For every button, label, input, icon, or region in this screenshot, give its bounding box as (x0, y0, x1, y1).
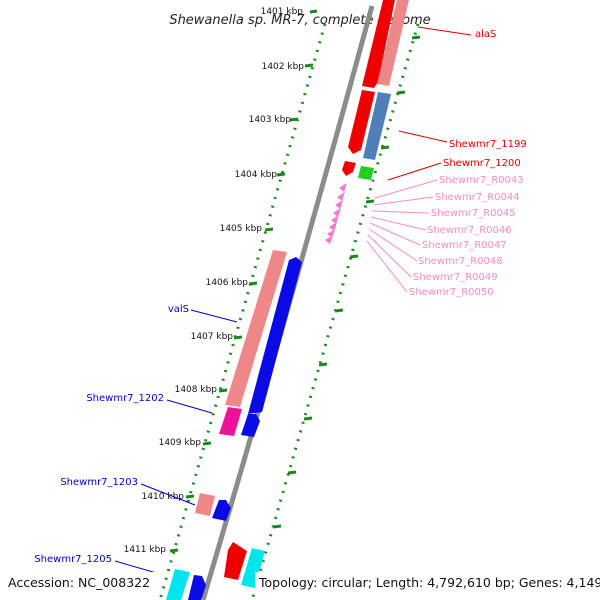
tick-label: 1406 kbp (206, 278, 249, 288)
left-leaders (114, 309, 238, 575)
tick-mark (276, 172, 286, 177)
tick-mark (272, 524, 282, 529)
tick-mark (233, 335, 243, 340)
topology-text: Topology: circular; Length: 4,792,610 bp… (258, 575, 600, 590)
tick-label: 1411 kbp (124, 545, 167, 555)
leader-line (398, 130, 448, 143)
gene-shewmr7-r0047[interactable] (331, 215, 339, 224)
tick-mark (349, 254, 359, 259)
tick-mark (248, 281, 258, 286)
tick-mark (334, 308, 344, 313)
tick-label: 1405 kbp (220, 224, 263, 234)
leader-line (371, 210, 430, 214)
tick-mark (396, 90, 406, 95)
leader-line (368, 228, 418, 262)
gene-shewmr7-r0049[interactable] (327, 229, 335, 238)
tick-mark (185, 494, 195, 499)
label-shewmr7-r0049[interactable]: Shewmr7_R0049 (413, 272, 498, 283)
label-shewmr7-r0048[interactable]: Shewmr7_R0048 (418, 256, 503, 267)
leader-line (114, 560, 161, 575)
label-shewmr7-1202[interactable]: Shewmr7_1202 (86, 393, 164, 404)
gene-shewmr7-1203-cds[interactable] (195, 493, 215, 516)
gene-shewmr7-1200[interactable] (342, 161, 356, 176)
tick-label: 1409 kbp (159, 438, 202, 448)
leader-line (367, 234, 412, 278)
label-shewmr7-1199[interactable]: Shewmr7_1199 (449, 139, 527, 150)
leader-line (140, 483, 196, 506)
tick-mark (318, 362, 328, 367)
leader-line (374, 179, 438, 199)
gene-shewmr7-r0048[interactable] (329, 222, 337, 231)
gene-shewmr7-r0046[interactable] (333, 208, 341, 217)
label-shewmr7-r0046[interactable]: Shewmr7_R0046 (427, 225, 512, 236)
label-shewmr7-r0050[interactable]: Shewmr7_R0050 (409, 287, 494, 298)
gene-green[interactable] (358, 166, 374, 180)
gene-shewmr7-r0045[interactable] (335, 200, 343, 209)
leader-line (369, 222, 421, 246)
label-alas[interactable]: alaS (475, 29, 496, 40)
gene-alaS-cds[interactable] (377, 0, 409, 86)
tick-label: 1404 kbp (235, 170, 278, 180)
leader-line (366, 240, 408, 293)
gene-shewmr7-r0050[interactable] (325, 235, 333, 244)
gene-shewmr7-r0044[interactable] (337, 192, 345, 201)
tick-mark (380, 145, 390, 150)
gene-features (166, 0, 409, 600)
label-shewmr7-r0043[interactable]: Shewmr7_R0043 (439, 175, 524, 186)
label-shewmr7-r0047[interactable]: Shewmr7_R0047 (422, 240, 507, 251)
leader-line (373, 196, 434, 206)
tick-marks: 1401 kbp 1402 kbp 1403 kbp 1404 kbp 1405… (124, 7, 421, 583)
tick-mark (304, 63, 314, 68)
gene-cyan-lower[interactable] (241, 548, 265, 588)
footer-accession-bg (4, 572, 160, 592)
gene-shewmr7-1202[interactable] (241, 414, 260, 437)
gene-shewmr7-1199[interactable] (348, 90, 375, 154)
gene-shewmr7-1202-cds[interactable] (219, 407, 242, 436)
accession-text: Accession: NC_008322 (8, 575, 150, 590)
leader-line (166, 399, 213, 414)
gene-shewmr7-1205-cds[interactable] (166, 569, 190, 600)
label-shewmr7-1203[interactable]: Shewmr7_1203 (60, 477, 138, 488)
tick-label: 1401 kbp (261, 7, 304, 17)
leader-line (387, 162, 442, 181)
label-shewmr7-1205[interactable]: Shewmr7_1205 (34, 554, 112, 565)
tick-mark (218, 388, 228, 393)
tick-mark (309, 9, 318, 14)
gene-vals[interactable] (248, 257, 302, 414)
gene-shewmr7-1205[interactable] (188, 575, 206, 600)
tick-mark (303, 416, 313, 421)
gene-shewmr7-1199-cds[interactable] (363, 92, 391, 160)
leader-line (417, 26, 472, 36)
label-shewmr7-r0044[interactable]: Shewmr7_R0044 (435, 192, 520, 203)
tick-label: 1403 kbp (249, 115, 292, 125)
tick-mark (287, 470, 297, 475)
leader-line (190, 309, 238, 323)
tick-label: 1410 kbp (142, 492, 185, 502)
tick-label: 1408 kbp (175, 385, 218, 395)
outer-tick-ring (250, 23, 420, 600)
label-vals[interactable]: valS (168, 304, 189, 315)
label-shewmr7-1200[interactable]: Shewmr7_1200 (443, 158, 521, 169)
right-leaders (366, 26, 472, 293)
gene-red-lower[interactable] (224, 542, 247, 580)
gene-vals-cds[interactable] (225, 250, 287, 407)
gene-shewmr7-1203[interactable] (212, 500, 231, 521)
tick-mark (264, 227, 274, 232)
tick-label: 1402 kbp (262, 62, 305, 72)
tick-mark (289, 117, 299, 122)
label-shewmr7-r0045[interactable]: Shewmr7_R0045 (431, 208, 516, 219)
gene-alaS[interactable] (362, 0, 395, 88)
footer-topology-bg (255, 572, 596, 592)
leader-line (370, 216, 427, 231)
tick-mark (169, 548, 179, 553)
tick-mark (411, 35, 421, 40)
tick-label: 1407 kbp (191, 332, 234, 342)
tick-mark (202, 441, 212, 446)
tick-mark (365, 199, 375, 204)
gene-shewmr7-r0043[interactable] (339, 183, 347, 192)
